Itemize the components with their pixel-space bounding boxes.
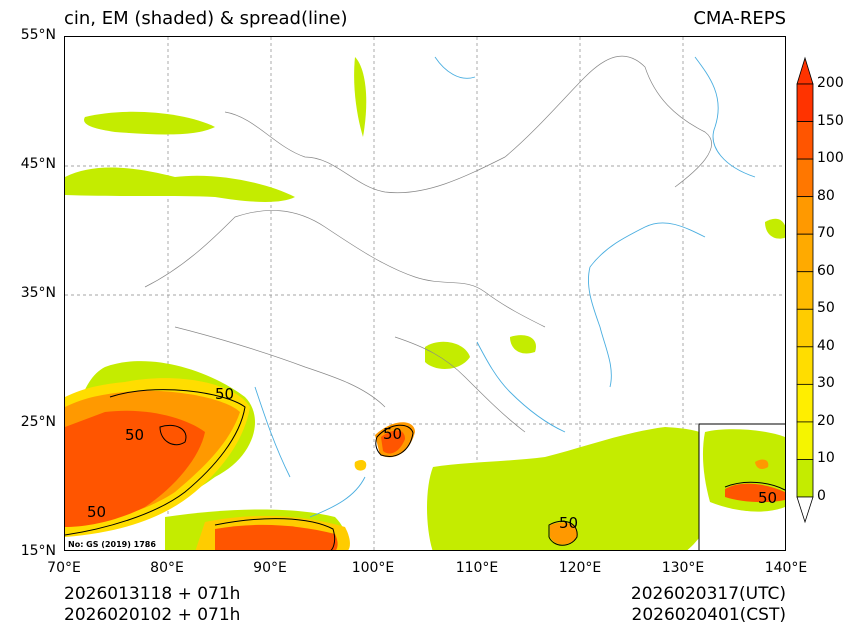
colorbar-cell	[796, 121, 814, 160]
colorbar-label: 10	[817, 450, 835, 467]
colorbar-cell	[796, 233, 814, 273]
valid-time-cst: 2026020401(CST)	[631, 605, 786, 625]
colorbar-cell	[796, 346, 814, 385]
colorbar-label: 60	[817, 262, 835, 279]
contour-label: 50	[559, 514, 578, 532]
inset-south-china-sea	[698, 423, 785, 550]
lon-label-110: 110°E	[455, 560, 499, 576]
colorbar-label: 30	[817, 375, 835, 392]
map-panel: 50 50 50 50 50 50	[64, 36, 786, 551]
contour-label: 50	[125, 426, 144, 444]
lat-label-25: 25°N	[20, 414, 56, 430]
lon-label-140: 140°E	[764, 560, 808, 576]
colorbar-label: 50	[817, 300, 835, 317]
colorbar-cell	[796, 158, 814, 198]
colorbar-label: 70	[817, 225, 835, 242]
borders	[144, 55, 712, 433]
lat-label-15: 15°N	[20, 543, 56, 559]
init-time-cst: 2026020102 + 071h	[64, 605, 241, 625]
map-canvas: 50 50 50 50 50 50	[65, 37, 785, 550]
model-name: CMA-REPS	[693, 8, 786, 29]
lon-label-120: 120°E	[558, 560, 602, 576]
colorbar-min-arrow	[796, 496, 814, 524]
colorbar-label: 150	[817, 112, 844, 129]
colorbar-label: 200	[817, 75, 844, 91]
contour-label: 50	[383, 425, 402, 443]
colorbar-cell	[796, 459, 814, 498]
contour-label: 50	[87, 503, 106, 521]
colorbar-cell	[796, 271, 814, 310]
colorbar-cell	[796, 196, 814, 235]
colorbar-max-arrow	[796, 56, 814, 85]
lon-label-100: 100°E	[351, 560, 395, 576]
valid-time-utc: 2026020317(UTC)	[630, 584, 786, 604]
contour-label: 50	[215, 385, 234, 403]
coastlines	[254, 56, 756, 518]
contour-label: 50	[758, 489, 777, 507]
colorbar-cell	[796, 383, 814, 423]
lon-label-70: 70°E	[47, 560, 81, 576]
colorbar-cell	[796, 83, 814, 122]
colorbar-label: 0	[817, 488, 826, 504]
map-title: cin, EM (shaded) & spread(line)	[64, 8, 348, 29]
lat-label-45: 45°N	[20, 156, 56, 172]
colorbar-label: 100	[817, 150, 844, 167]
contour-labels: 50 50 50 50 50 50	[87, 385, 777, 532]
lat-label-55: 55°N	[20, 27, 56, 43]
lon-label-130: 130°E	[661, 560, 705, 576]
lon-label-80: 80°E	[150, 560, 184, 576]
map-credit: No: GS (2019) 1786	[68, 540, 156, 549]
lon-label-90: 90°E	[253, 560, 287, 576]
colorbar	[796, 56, 814, 524]
init-time-utc: 2026013118 + 071h	[64, 584, 241, 604]
lat-label-35: 35°N	[20, 285, 56, 301]
cin-high-areas	[65, 378, 785, 550]
init-time-block: 2026013118 + 071h 2026020102 + 071h	[64, 584, 240, 626]
colorbar-cell	[796, 421, 814, 460]
colorbar-label: 80	[817, 187, 835, 204]
colorbar-cell	[796, 308, 814, 348]
valid-time-block: 2026020317(UTC) 2026020401(CST)	[631, 584, 786, 626]
colorbar-label: 20	[817, 412, 835, 429]
colorbar-label: 40	[817, 337, 835, 354]
